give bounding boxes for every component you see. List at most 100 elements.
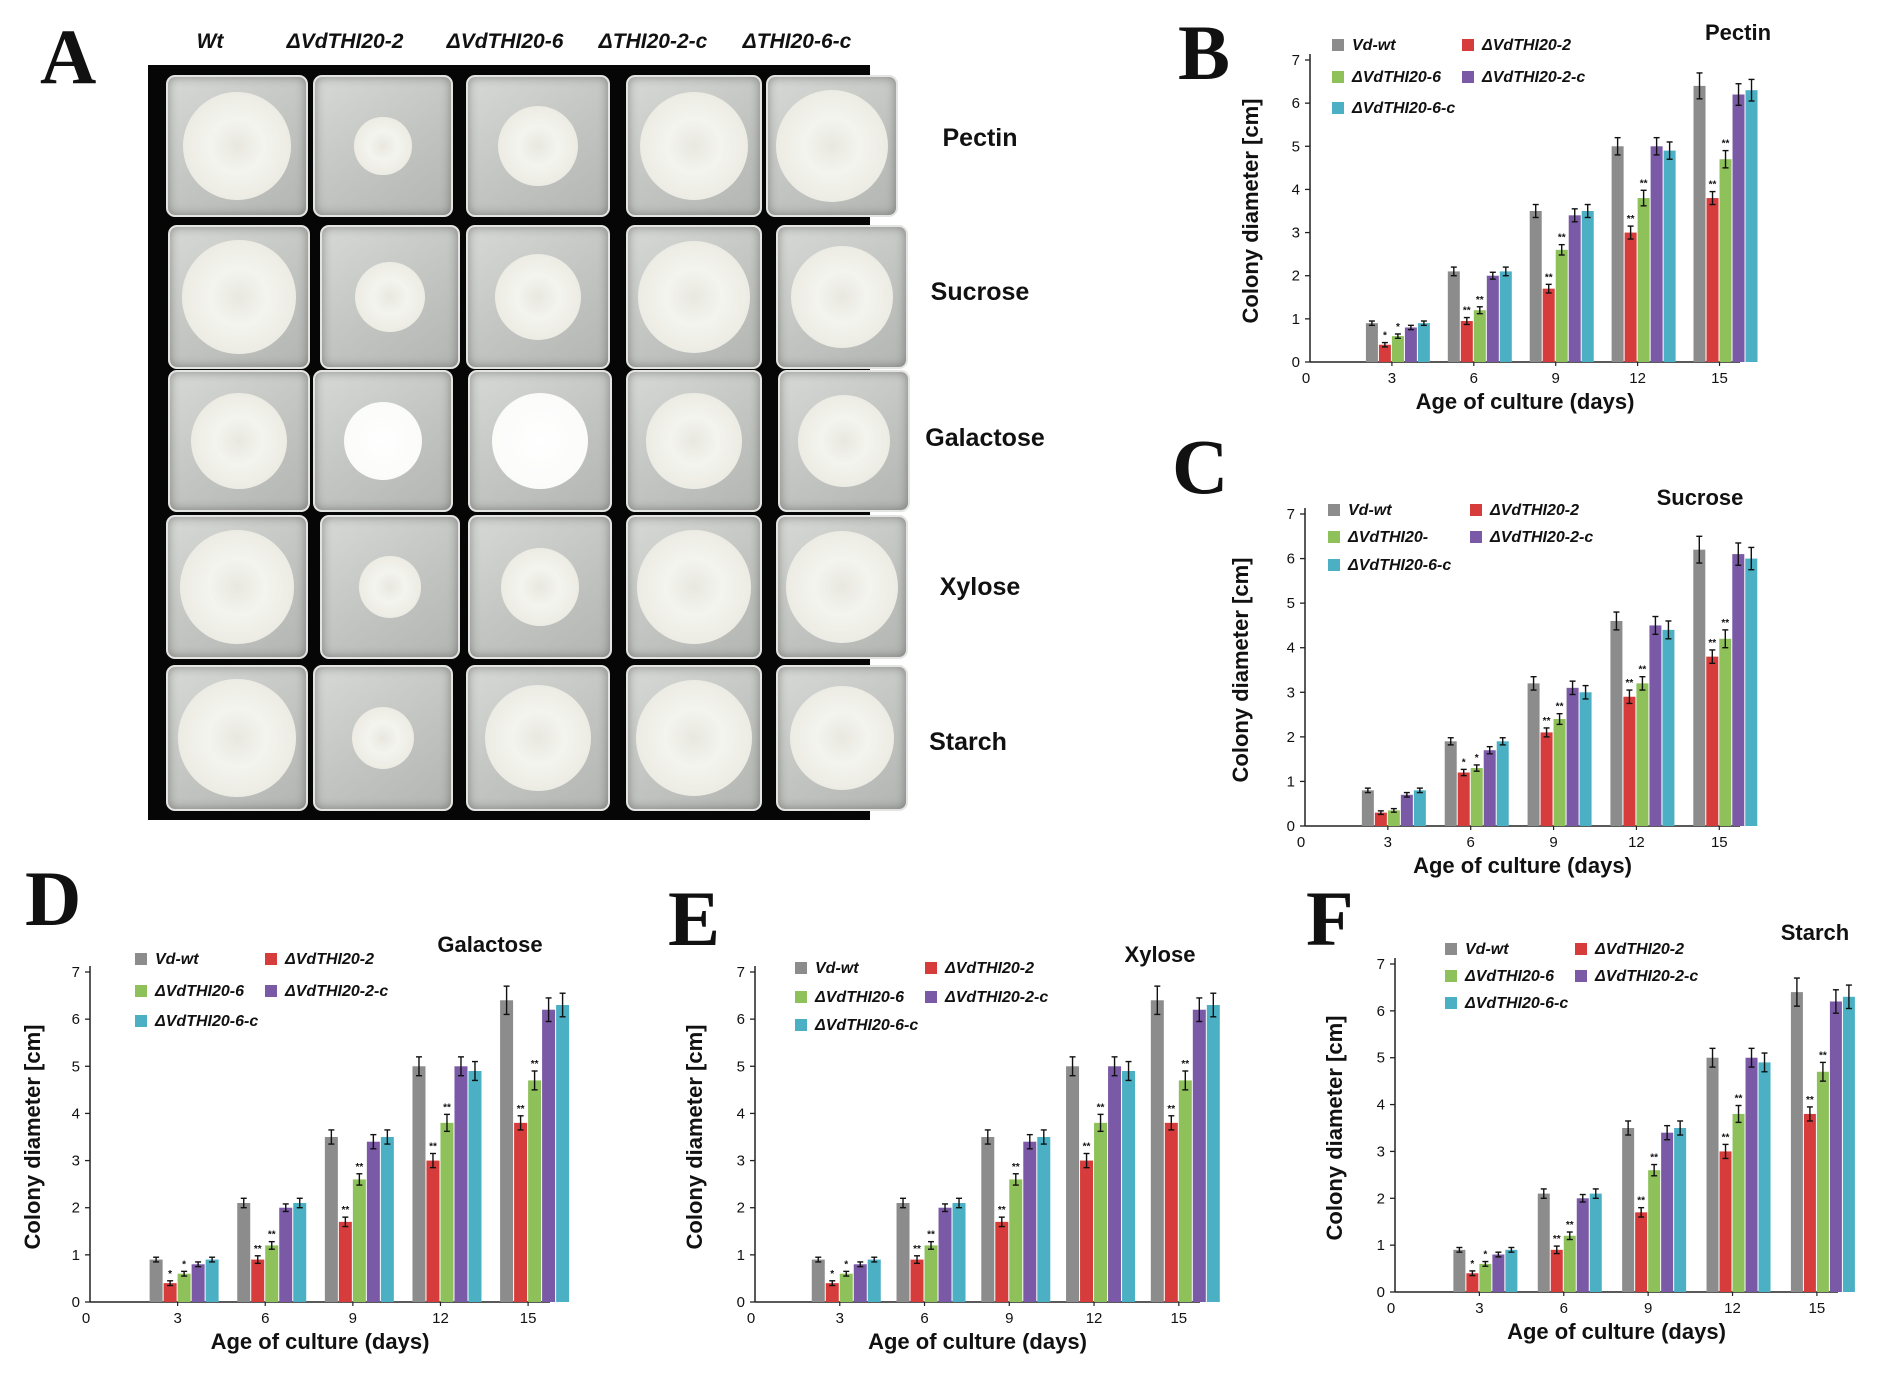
- y-tick-label: 4: [1292, 181, 1300, 198]
- panel-letter-d: D: [25, 855, 82, 942]
- significance-mark: **: [913, 1244, 921, 1255]
- bar: [163, 1283, 177, 1302]
- legend-swatch: [135, 953, 147, 965]
- y-tick-label: 6: [1377, 1003, 1385, 1020]
- bar: [1637, 198, 1650, 362]
- legend-swatch: [265, 985, 277, 997]
- legend-swatch: [1332, 71, 1344, 83]
- y-tick-label: 7: [737, 964, 745, 981]
- bar: [924, 1245, 938, 1302]
- bar: [1693, 85, 1706, 362]
- bar: [542, 1009, 556, 1302]
- bar: [191, 1264, 205, 1302]
- bar: [1374, 812, 1387, 826]
- legend-label: ΔVdTHI20-2: [1594, 941, 1684, 958]
- significance-mark: *: [168, 1269, 172, 1280]
- bar: [938, 1207, 952, 1302]
- bar: [1745, 558, 1758, 826]
- bar: [1108, 1066, 1122, 1302]
- y-tick-label: 0: [1292, 354, 1300, 371]
- agar-plate: [778, 370, 910, 512]
- agar-plate: [766, 75, 898, 217]
- bar: [1453, 1249, 1466, 1292]
- legend-swatch: [1445, 997, 1457, 1009]
- fungal-colony: [797, 394, 891, 488]
- bar: [839, 1273, 853, 1302]
- bar: [1719, 638, 1732, 826]
- y-tick-label: 6: [1292, 95, 1300, 112]
- fungal-colony: [637, 530, 751, 644]
- bar: [1576, 1198, 1589, 1292]
- legend-label: ΔVdTHI20-6: [1464, 968, 1554, 985]
- chart-title: Sucrose: [1657, 485, 1744, 510]
- fungal-colony: [343, 401, 423, 481]
- x-tick-label: 9: [349, 1310, 357, 1327]
- bar: [293, 1203, 307, 1302]
- bar: [1568, 215, 1581, 362]
- agar-plate: [626, 665, 762, 811]
- bar: [1648, 1170, 1661, 1292]
- significance-mark: **: [1181, 1059, 1189, 1070]
- bar: [1391, 336, 1404, 362]
- legend-label: Vd-wt: [1352, 37, 1396, 54]
- chart-title: Galactose: [437, 932, 542, 957]
- legend-swatch: [135, 1015, 147, 1027]
- agar-plate: [468, 515, 612, 659]
- significance-mark: **: [1709, 180, 1717, 191]
- bar: [1023, 1141, 1037, 1302]
- fungal-colony: [178, 679, 296, 797]
- panel-letter-e: E: [668, 875, 721, 962]
- significance-mark: **: [443, 1102, 451, 1113]
- bar: [1566, 687, 1579, 826]
- panel-letter-a: A: [40, 13, 97, 100]
- fungal-colony: [182, 240, 296, 354]
- bar: [338, 1221, 352, 1302]
- bar: [1589, 1193, 1602, 1292]
- bar: [910, 1259, 924, 1302]
- y-tick-label: 3: [72, 1153, 80, 1170]
- bar: [1492, 1254, 1505, 1292]
- legend-swatch: [1575, 970, 1587, 982]
- colony-plates-photo: [148, 65, 910, 820]
- legend-swatch: [1328, 504, 1340, 516]
- bar: [1413, 790, 1426, 826]
- bar: [1732, 1113, 1745, 1292]
- bar: [1623, 696, 1636, 826]
- bar: [1466, 1273, 1479, 1292]
- significance-mark: **: [1083, 1142, 1091, 1153]
- significance-mark: **: [1553, 1234, 1561, 1245]
- significance-mark: **: [1639, 665, 1647, 676]
- legend-swatch: [1470, 504, 1482, 516]
- bar: [1542, 288, 1555, 362]
- y-tick-label: 1: [737, 1247, 745, 1264]
- bar: [265, 1245, 279, 1302]
- bar: [1650, 146, 1663, 362]
- bar: [1803, 1113, 1816, 1292]
- x-tick-label: 15: [1711, 370, 1728, 387]
- x-tick-label: 6: [1470, 370, 1478, 387]
- bar: [1553, 719, 1566, 826]
- agar-plate: [320, 225, 460, 369]
- bar: [867, 1259, 881, 1302]
- bar: [1529, 211, 1542, 362]
- bar: [426, 1160, 440, 1302]
- significance-mark: *: [1470, 1259, 1474, 1270]
- y-tick-label: 2: [1287, 729, 1295, 746]
- bar: [1527, 683, 1540, 826]
- significance-mark: *: [1396, 322, 1400, 333]
- row-label-sucrose: Sucrose: [930, 278, 1030, 306]
- agar-plate: [166, 75, 308, 217]
- bar: [1080, 1160, 1094, 1302]
- significance-mark: **: [1097, 1102, 1105, 1113]
- significance-mark: **: [1819, 1050, 1827, 1061]
- fungal-colony: [790, 245, 894, 349]
- legend-swatch: [1328, 559, 1340, 571]
- agar-plate: [626, 370, 762, 512]
- bar: [556, 1005, 570, 1302]
- x-axis-label: Age of culture (days): [1413, 853, 1632, 878]
- x-origin-label: 0: [1297, 834, 1305, 851]
- fungal-colony: [351, 706, 415, 770]
- y-tick-label: 2: [1292, 268, 1300, 285]
- bar: [1624, 232, 1637, 362]
